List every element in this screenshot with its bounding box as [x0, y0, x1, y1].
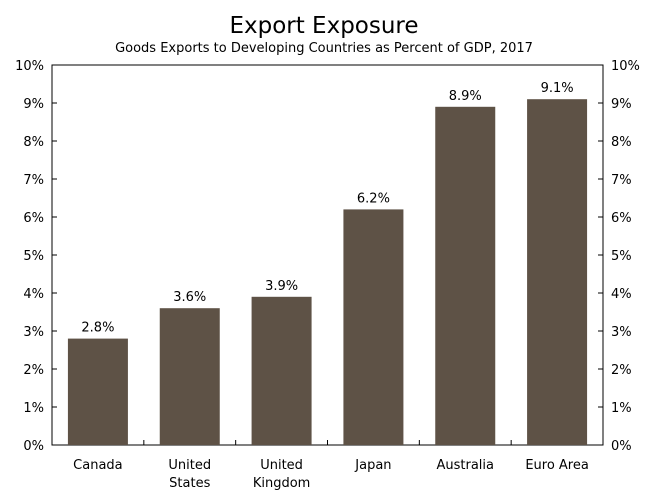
y-tick-label-right: 2% — [611, 363, 632, 378]
data-label: 8.9% — [449, 89, 482, 104]
category-label: Japan — [354, 458, 391, 473]
bar — [343, 209, 404, 445]
bar — [67, 338, 128, 445]
y-tick-label-right: 5% — [611, 249, 632, 264]
y-tick-label-right: 4% — [611, 287, 632, 302]
bars-group — [67, 99, 588, 446]
category-label: Australia — [436, 458, 494, 473]
y-tick-label-right: 7% — [611, 173, 632, 188]
y-tick-label-right: 10% — [611, 59, 640, 74]
plot-frame — [51, 64, 604, 446]
y-tick-label-right: 1% — [611, 401, 632, 416]
y-tick-label-left: 2% — [23, 363, 44, 378]
y-tick-label-left: 10% — [15, 59, 44, 74]
y-tick-label-left: 7% — [23, 173, 44, 188]
data-label: 3.6% — [173, 290, 206, 305]
labels-group: 0% 0% 1% 1% 2% 2% 3% 3% 4% 4% 5% 5% 6% 6% 7% 7% 8% 8% 9% 9%… — [15, 59, 640, 491]
y-tick-label-left: 1% — [23, 401, 44, 416]
data-label: 6.2% — [357, 191, 390, 206]
y-tick-label-left: 9% — [23, 97, 44, 112]
axis-ticks — [51, 64, 604, 446]
y-tick-label-right: 3% — [611, 325, 632, 340]
bar — [527, 99, 588, 445]
bar — [159, 308, 220, 445]
category-label: United States — [168, 458, 211, 491]
y-tick-label-right: 8% — [611, 135, 632, 150]
category-label: Euro Area — [525, 458, 589, 473]
y-tick-label-left: 3% — [23, 325, 44, 340]
y-tick-label-left: 8% — [23, 135, 44, 150]
data-label: 9.1% — [541, 81, 574, 96]
y-tick-label-left: 6% — [23, 211, 44, 226]
bar — [435, 106, 496, 446]
y-tick-label-left: 4% — [23, 287, 44, 302]
y-tick-label-left: 5% — [23, 249, 44, 264]
data-label: 2.8% — [81, 321, 114, 336]
category-label: United Kingdom — [253, 458, 311, 491]
chart-subtitle: Goods Exports to Developing Countries as… — [115, 41, 533, 56]
bar — [251, 296, 312, 445]
chart-title: Export Exposure — [229, 13, 418, 39]
y-tick-label-right: 0% — [611, 439, 632, 454]
y-tick-label-left: 0% — [23, 439, 44, 454]
y-tick-label-right: 6% — [611, 211, 632, 226]
y-tick-label-right: 9% — [611, 97, 632, 112]
category-label: Canada — [73, 458, 122, 473]
data-label: 3.9% — [265, 279, 298, 294]
